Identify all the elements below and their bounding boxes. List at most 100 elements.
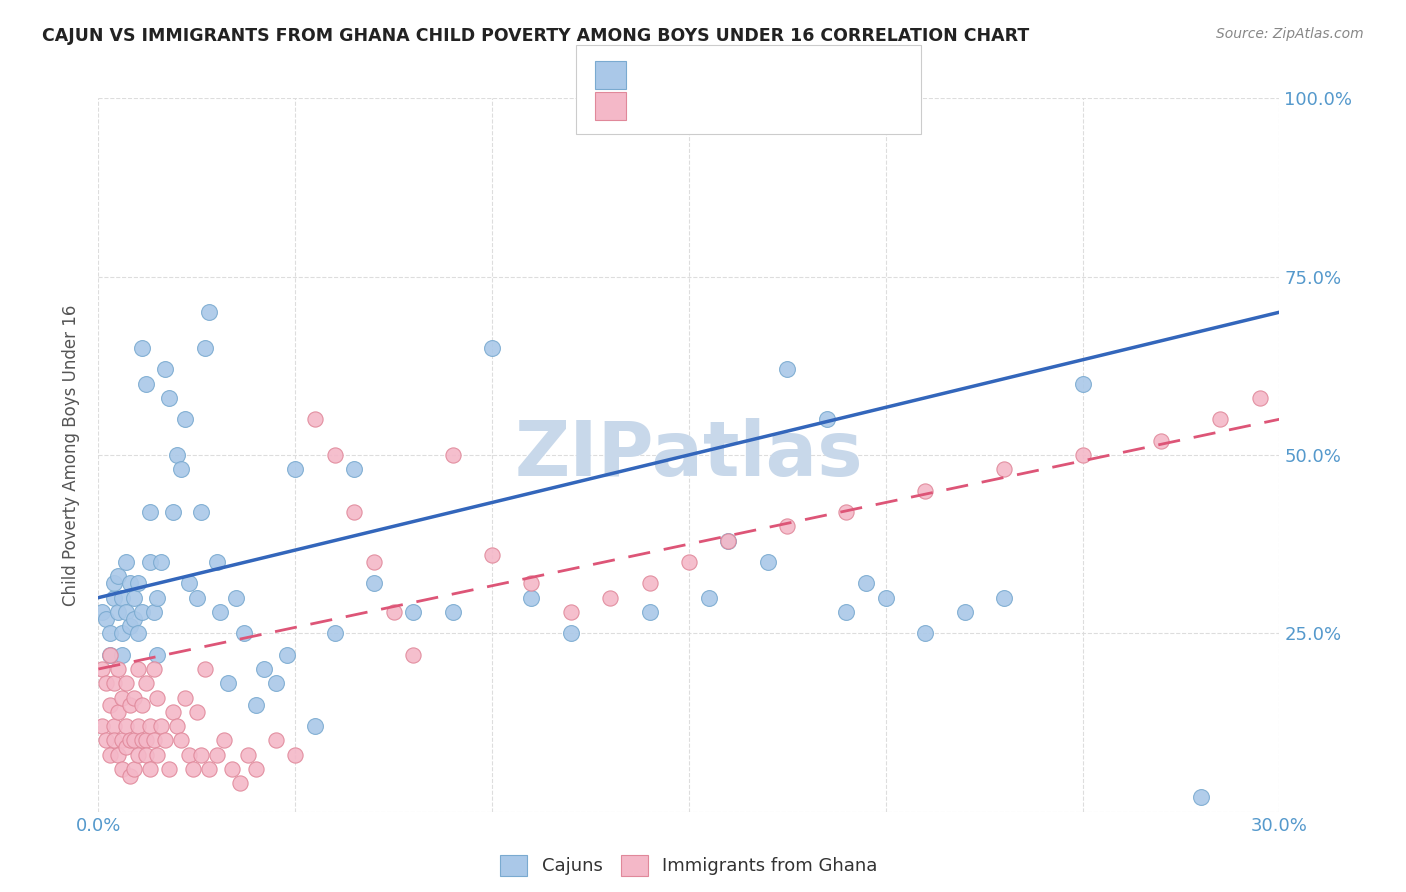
Point [174, 412, 197, 426]
Point [131, 605, 153, 619]
Point [107, 605, 129, 619]
Point [323, 626, 346, 640]
Point [217, 676, 239, 690]
Point [197, 305, 219, 319]
Point [835, 505, 858, 519]
Point [135, 676, 157, 690]
Point [323, 448, 346, 462]
Point [115, 605, 138, 619]
Point [1071, 376, 1094, 391]
Point [96, 733, 118, 747]
Point [221, 762, 243, 776]
Point [162, 505, 184, 519]
Point [91, 719, 114, 733]
Point [343, 505, 366, 519]
Point [717, 533, 740, 548]
Point [98, 626, 121, 640]
Point [131, 341, 153, 355]
Point [135, 747, 157, 762]
Point [481, 341, 503, 355]
Point [560, 626, 582, 640]
Point [146, 690, 169, 705]
Point [214, 733, 236, 747]
Point [107, 569, 129, 583]
Point [481, 548, 503, 562]
Point [953, 605, 976, 619]
Point [993, 591, 1015, 605]
Point [115, 740, 138, 755]
Point [111, 626, 134, 640]
Point [122, 733, 145, 747]
Point [146, 747, 169, 762]
Point [993, 462, 1015, 476]
Point [157, 391, 180, 405]
Point [150, 719, 173, 733]
Point [1189, 790, 1212, 805]
Point [98, 648, 121, 662]
Point [520, 576, 543, 591]
Point [91, 662, 114, 676]
Point [111, 690, 134, 705]
Point [98, 698, 121, 712]
Point [155, 733, 177, 747]
Point [1150, 434, 1173, 448]
Point [138, 505, 160, 519]
Point [138, 762, 160, 776]
Point [599, 591, 621, 605]
Point [138, 555, 160, 569]
Point [776, 519, 799, 533]
Point [142, 733, 165, 747]
Y-axis label: Child Poverty Among Boys Under 16: Child Poverty Among Boys Under 16 [62, 304, 80, 606]
Point [138, 719, 160, 733]
Point [127, 576, 149, 591]
Text: CAJUN VS IMMIGRANTS FROM GHANA CHILD POVERTY AMONG BOYS UNDER 16 CORRELATION CHA: CAJUN VS IMMIGRANTS FROM GHANA CHILD POV… [42, 27, 1029, 45]
Point [122, 762, 145, 776]
Point [190, 747, 212, 762]
Point [96, 676, 118, 690]
Point [118, 576, 141, 591]
Point [776, 362, 799, 376]
Point [127, 662, 149, 676]
Point [875, 591, 897, 605]
Point [402, 605, 425, 619]
Point [756, 555, 779, 569]
Point [363, 576, 385, 591]
Point [835, 605, 858, 619]
Point [855, 576, 877, 591]
Point [382, 605, 405, 619]
Point [363, 555, 385, 569]
Legend: Cajuns, Immigrants from Ghana: Cajuns, Immigrants from Ghana [491, 846, 887, 885]
Point [127, 719, 149, 733]
Point [253, 662, 276, 676]
Point [264, 676, 287, 690]
Point [304, 412, 326, 426]
Point [225, 591, 247, 605]
Point [166, 448, 188, 462]
Point [678, 555, 700, 569]
Point [205, 555, 228, 569]
Point [236, 747, 259, 762]
Point [131, 698, 153, 712]
Point [103, 676, 125, 690]
Point [194, 662, 217, 676]
Point [638, 605, 661, 619]
Point [1249, 391, 1271, 405]
Point [181, 762, 204, 776]
Point [174, 690, 197, 705]
Point [122, 591, 145, 605]
Point [111, 648, 134, 662]
Point [697, 591, 720, 605]
Point [111, 762, 134, 776]
Point [111, 733, 134, 747]
Point [520, 591, 543, 605]
Point [170, 462, 193, 476]
Point [190, 505, 212, 519]
Point [197, 762, 219, 776]
Point [111, 591, 134, 605]
Point [209, 605, 232, 619]
Point [245, 698, 267, 712]
Point [441, 448, 464, 462]
Point [103, 591, 125, 605]
Point [146, 648, 169, 662]
Point [229, 776, 252, 790]
